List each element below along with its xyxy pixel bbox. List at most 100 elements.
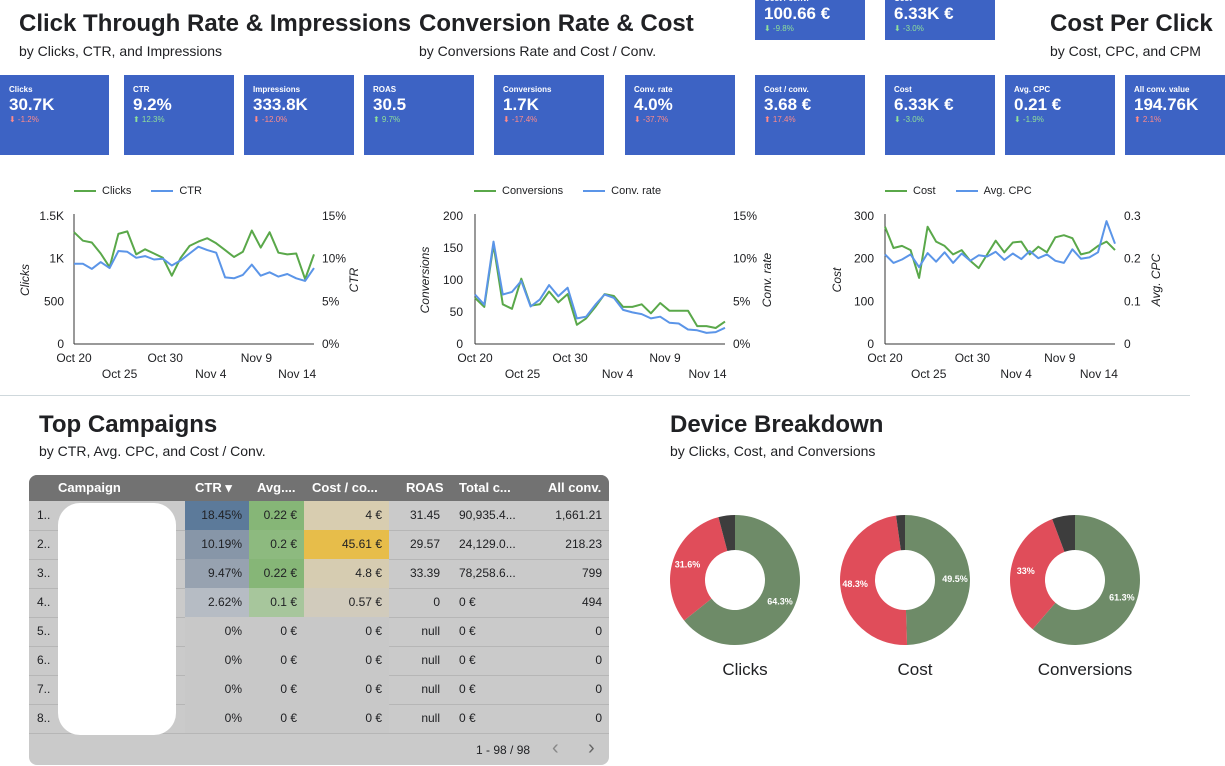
chart-legend: Conversions Conv. rate <box>474 185 661 197</box>
kpi-card[interactable]: All conv. value 194.76K ⬆ 2.1% <box>1125 75 1225 155</box>
y-tick-label-right: 5% <box>733 294 751 308</box>
table-cell-ctr: 9.47% <box>185 559 249 588</box>
table-cell-num: 4.. <box>37 595 51 609</box>
table-cell-num: 1.. <box>37 508 51 522</box>
kpi-card[interactable]: CTR 9.2% ⬆ 12.3% <box>124 75 234 155</box>
kpi-value: 333.8K <box>253 95 308 114</box>
kpi-value: 6.33K € <box>894 95 954 114</box>
x-tick-label: Oct 30 <box>955 351 991 365</box>
col-header-roas[interactable]: ROAS <box>406 480 444 495</box>
table-cell-roas: 29.57 <box>409 537 440 551</box>
x-tick-label: Oct 20 <box>56 351 92 365</box>
donut-chart: 64.3% 31.6% <box>670 515 800 645</box>
kpi-card[interactable]: Clicks 30.7K ⬇ -1.2% <box>0 75 109 155</box>
table-cell-total: 0 € <box>459 624 476 638</box>
legend-item[interactable]: Cost <box>885 185 936 197</box>
legend-item[interactable]: Conversions <box>474 185 563 197</box>
legend-item[interactable]: Avg. CPC <box>955 185 1032 197</box>
y-tick-label-right: 5% <box>322 294 340 308</box>
col-header-all-conv[interactable]: All conv. <box>548 480 602 495</box>
col-header-total-conv-value[interactable]: Total c... <box>459 480 511 495</box>
col-header-cost-per-conv[interactable]: Cost / co... <box>312 480 378 495</box>
kpi-label: All conv. value <box>1134 85 1190 94</box>
section-subtitle-device-breakdown: by Clicks, Cost, and Conversions <box>670 443 876 459</box>
series-line-cost <box>884 225 1116 279</box>
kpi-value: 0.21 € <box>1014 95 1062 114</box>
table-cell-ctr: 0% <box>185 675 249 704</box>
donut-slice-label: 48.3% <box>842 579 868 589</box>
table-cell-all: 494 <box>581 595 602 609</box>
kpi-label: Clicks <box>9 85 33 94</box>
kpi-label: CTR <box>133 85 150 94</box>
legend-item[interactable]: Clicks <box>74 185 131 197</box>
x-tick-label: Nov 9 <box>1044 351 1076 365</box>
table-cell-total: 0 € <box>459 595 476 609</box>
legend-swatch <box>885 190 907 192</box>
col-header-avg-cpc[interactable]: Avg.... <box>257 480 296 495</box>
table-cell-roas: 0 <box>433 595 440 609</box>
x-tick-label: Nov 14 <box>1080 367 1118 381</box>
legend-swatch <box>474 190 496 192</box>
section-divider <box>0 395 1190 396</box>
kpi-delta: ⬇ -3.0% <box>894 24 924 33</box>
prev-page-icon[interactable]: ‹ <box>552 737 559 759</box>
table-cell-all: 0 <box>595 653 602 667</box>
kpi-label: Avg. CPC <box>1014 85 1051 94</box>
col-header-campaign[interactable]: Campaign <box>58 480 121 495</box>
col-header-ctr[interactable]: CTR ▾ <box>195 480 232 495</box>
table-row[interactable]: 8.. 0% 0 €0 € null 0 €0 <box>29 704 609 734</box>
donut-slice-red <box>1010 519 1065 630</box>
donut-slice-green <box>1032 515 1140 645</box>
table-cell-cpc: 0.2 € <box>249 530 304 559</box>
donut-slice-green <box>684 515 800 645</box>
table-cell-total: 78,258.6... <box>459 566 516 580</box>
kpi-delta: ⬇ -17.4% <box>503 115 538 124</box>
table-cell-all: 0 <box>595 624 602 638</box>
table-cell-ctr: 0% <box>185 617 249 646</box>
table-cell-ctr: 0% <box>185 704 249 733</box>
kpi-card[interactable]: Cost / conv.100.66 €⬇ -9.8% <box>755 0 865 40</box>
kpi-card[interactable]: Impressions 333.8K ⬇ -12.0% <box>244 75 354 155</box>
series-line-ctr <box>74 245 315 282</box>
donut-slice-label: 33% <box>1017 566 1035 576</box>
legend-label: Clicks <box>102 185 132 197</box>
legend-item[interactable]: CTR <box>151 185 202 197</box>
table-cell-num: 2.. <box>37 537 51 551</box>
table-cell-roas: null <box>421 624 440 638</box>
kpi-label: Conv. rate <box>634 85 673 94</box>
y-tick-label-left: 1K <box>49 252 64 266</box>
table-cell-all: 0 <box>595 682 602 696</box>
donut-slice-dark <box>1052 515 1075 552</box>
table-cell-cost_conv: 0 € <box>304 617 389 646</box>
table-row[interactable]: 1.. 18.45% 0.22 €4 € 31.45 90,935.4... 1,661.… <box>29 501 609 531</box>
table-cell-roas: 31.45 <box>409 508 440 522</box>
kpi-card[interactable]: Avg. CPC 0.21 € ⬇ -1.9% <box>1005 75 1115 155</box>
table-cell-num: 6.. <box>37 653 51 667</box>
table-cell-total: 0 € <box>459 653 476 667</box>
legend-label: Conversions <box>502 185 564 197</box>
kpi-value: 100.66 € <box>764 4 831 23</box>
table-cell-cost_conv: 0 € <box>304 646 389 675</box>
y-tick-label-right: 0.3 <box>1124 209 1141 223</box>
table-cell-num: 5.. <box>37 624 51 638</box>
y-tick-label-left: 100 <box>443 273 463 287</box>
redacted-campaign-names <box>58 503 176 735</box>
table-cell-all: 799 <box>581 566 602 580</box>
legend-item[interactable]: Conv. rate <box>583 185 661 197</box>
kpi-card[interactable]: Cost / conv. 3.68 € ⬆ 17.4% <box>755 75 865 155</box>
table-row[interactable]: 3.. 9.47% 0.22 €4.8 € 33.39 78,258.6... 799 <box>29 559 609 589</box>
table-row[interactable]: 6.. 0% 0 €0 € null 0 €0 <box>29 646 609 676</box>
kpi-delta: ⬇ -9.8% <box>764 24 794 33</box>
y-tick-label-right: 0.1 <box>1124 294 1141 308</box>
kpi-card[interactable]: ROAS 30.5 ⬆ 9.7% <box>364 75 474 155</box>
kpi-card[interactable]: Conv. rate 4.0% ⬇ -37.7% <box>625 75 735 155</box>
next-page-icon[interactable]: › <box>588 737 595 759</box>
table-cell-num: 3.. <box>37 566 51 580</box>
y-axis-title-left: Conversions <box>418 247 432 314</box>
donut-slice-label: 49.5% <box>942 574 968 584</box>
table-cell-cpc: 0 € <box>249 617 304 646</box>
kpi-card[interactable]: Conversions 1.7K ⬇ -17.4% <box>494 75 604 155</box>
kpi-value: 1.7K <box>503 95 539 114</box>
